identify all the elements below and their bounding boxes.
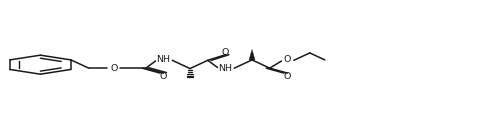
Text: O: O [222, 48, 229, 57]
Text: NH: NH [218, 64, 232, 73]
Polygon shape [249, 50, 255, 60]
Text: O: O [284, 55, 291, 64]
Text: O: O [110, 64, 118, 73]
Text: O: O [160, 72, 167, 81]
Text: NH: NH [156, 55, 170, 64]
Text: O: O [284, 72, 291, 81]
